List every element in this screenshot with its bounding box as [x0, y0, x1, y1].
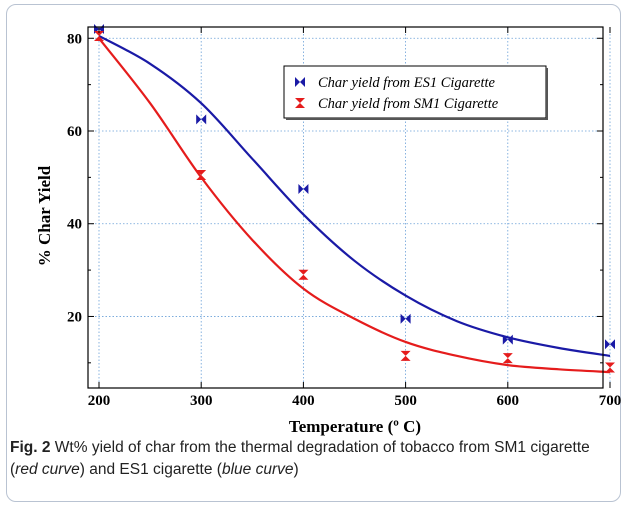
marker-top — [400, 350, 411, 356]
caption-text-1: Wt% yield of char from the thermal degra… — [10, 439, 590, 478]
data-point-series-1 — [502, 353, 513, 364]
data-point-series-0 — [400, 313, 411, 324]
data-point-series-0 — [196, 114, 207, 125]
legend-label-1: Char yield from SM1 Cigarette — [318, 96, 499, 112]
legend-marker-right — [300, 77, 305, 87]
data-point-series-1 — [196, 170, 207, 181]
marker-left — [196, 114, 202, 125]
marker-top — [298, 269, 309, 275]
fit-curve-series-0 — [98, 34, 611, 357]
char-yield-chart: 200 300 400 500 600 700 20 40 60 80 Char yield fr… — [35, 24, 621, 436]
caption-label: Fig. 2 — [10, 439, 51, 456]
legend-shadow-bottom — [286, 118, 548, 120]
data-point-series-0 — [502, 334, 513, 345]
y-tick-label: 40 — [67, 217, 82, 233]
figure-caption: Fig. 2 Wt% yield of char from the therma… — [10, 437, 620, 481]
x-tick-label: 300 — [190, 393, 213, 409]
marker-left — [502, 334, 508, 345]
legend-box — [283, 65, 547, 119]
plot-border — [87, 26, 604, 389]
caption-red-curve: red curve — [15, 461, 80, 478]
fit-curve-series-1 — [98, 37, 611, 374]
data-point-series-1 — [605, 362, 615, 373]
data-point-series-1 — [298, 269, 309, 280]
marker-right — [507, 334, 513, 345]
legend-label-0: Char yield from ES1 Cigarette — [318, 75, 496, 91]
legend-marker-0 — [295, 77, 305, 87]
legend-marker-1 — [295, 98, 305, 108]
data-point-series-1 — [400, 350, 411, 361]
x-tick-label: 200 — [88, 393, 111, 409]
marker-right — [201, 114, 207, 125]
marker-right — [610, 339, 615, 350]
marker-left — [298, 183, 304, 194]
marker-bottom — [196, 175, 207, 181]
marker-bottom — [298, 274, 309, 280]
caption-text-2: ) and ES1 cigarette ( — [79, 461, 222, 478]
y-tick-label: 60 — [67, 124, 82, 140]
x-tick-label: 400 — [292, 393, 315, 409]
x-tick-label: 700 — [599, 393, 622, 409]
marker-left — [605, 339, 610, 350]
marker-bottom — [502, 358, 513, 364]
marker-right — [303, 183, 309, 194]
fit-curves — [98, 34, 611, 374]
data-point-series-0 — [298, 183, 309, 194]
marker-bottom — [605, 367, 615, 373]
y-tick-label: 20 — [67, 309, 82, 325]
marker-bottom — [400, 355, 411, 361]
y-axis-label: % Char Yield — [35, 165, 54, 266]
y-tick-label: 80 — [67, 31, 82, 47]
axis-ticks: 200 300 400 500 600 700 20 40 60 80 — [67, 27, 621, 409]
marker-left — [400, 313, 406, 324]
marker-top — [94, 30, 104, 36]
legend-shadow-right — [546, 68, 548, 120]
x-tick-label: 600 — [497, 393, 520, 409]
marker-top — [605, 362, 615, 368]
x-axis-label: Temperature (º C) — [289, 417, 421, 436]
data-point-series-0 — [605, 339, 615, 350]
data-points — [94, 24, 615, 373]
legend-marker-bottom — [295, 103, 305, 108]
legend-marker-left — [295, 77, 300, 87]
legend: Char yield from ES1 Cigarette Char yield … — [283, 65, 548, 120]
legend-marker-top — [295, 98, 305, 103]
caption-text-3: ) — [293, 461, 299, 478]
data-point-series-1 — [94, 30, 104, 41]
caption-blue-curve: blue curve — [221, 461, 294, 478]
marker-bottom — [94, 35, 104, 41]
marker-top — [196, 170, 207, 176]
marker-right — [405, 313, 411, 324]
x-tick-label: 500 — [394, 393, 417, 409]
marker-top — [502, 353, 513, 359]
